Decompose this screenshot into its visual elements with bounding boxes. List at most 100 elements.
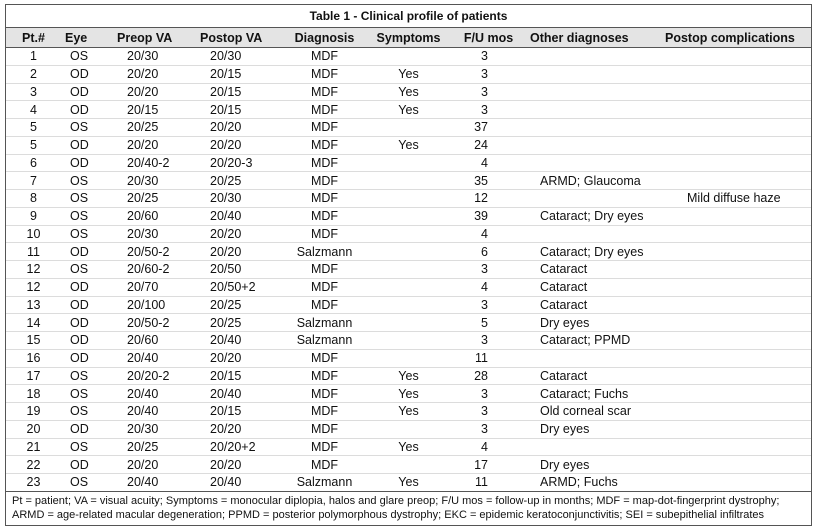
table-cell: 20/40 — [113, 349, 196, 368]
table-cell: Salzmann — [283, 331, 366, 350]
table-cell: 3 — [451, 47, 526, 66]
table-cell: 20/40 — [113, 384, 196, 403]
table-cell: 20/15 — [196, 65, 283, 84]
column-header: Diagnosis — [283, 28, 366, 48]
column-header: Symptoms — [366, 28, 451, 48]
table-cell: Dry eyes — [526, 455, 661, 474]
table-cell: 17 — [451, 455, 526, 474]
table-cell: OS — [61, 47, 113, 66]
table-cell — [366, 47, 451, 66]
table-cell: 20/20 — [113, 83, 196, 102]
table-cell — [661, 171, 811, 190]
table-cell: 3 — [451, 65, 526, 84]
table-cell: 15 — [6, 331, 61, 350]
table-cell — [661, 438, 811, 457]
table-cell: Cataract; Fuchs — [526, 384, 661, 403]
table-cell — [366, 278, 451, 297]
table-cell: 35 — [451, 171, 526, 190]
table-cell: 20/25 — [113, 118, 196, 137]
table-cell — [366, 225, 451, 244]
table-cell: Dry eyes — [526, 420, 661, 439]
table-cell: 20/60 — [113, 207, 196, 226]
table-cell: OD — [61, 331, 113, 350]
table-cell — [366, 242, 451, 261]
table-cell: OD — [61, 136, 113, 155]
table-cell: 22 — [6, 455, 61, 474]
table-cell: 4 — [451, 225, 526, 244]
table-cell: 12 — [6, 278, 61, 297]
table-cell — [661, 83, 811, 102]
table-cell — [526, 83, 661, 102]
table-cell: 39 — [451, 207, 526, 226]
table-cell: 23 — [6, 473, 61, 492]
table-cell — [366, 154, 451, 173]
table-cell — [366, 420, 451, 439]
table-row: 16 OD 20/40 20/20 MDF 11 — [6, 349, 811, 368]
table-cell: 11 — [451, 473, 526, 492]
column-header: Postop VA — [196, 28, 283, 48]
table-cell: MDF — [283, 47, 366, 66]
table-cell: 1 — [6, 47, 61, 66]
table-cell: 13 — [6, 296, 61, 315]
table-cell — [526, 47, 661, 66]
table-cell: 20/20 — [196, 420, 283, 439]
table-cell: OD — [61, 420, 113, 439]
table-cell: 20/30 — [113, 225, 196, 244]
table-cell: MDF — [283, 118, 366, 137]
table-cell: 20/60 — [113, 331, 196, 350]
table-cell: MDF — [283, 260, 366, 279]
table-cell: Dry eyes — [526, 313, 661, 332]
table-cell — [661, 225, 811, 244]
table-cell: ARMD; Fuchs — [526, 473, 661, 492]
table-row: 21 OS 20/25 20/20+2 MDF Yes 4 — [6, 438, 811, 457]
table-row: 9 OS 20/60 20/40 MDF 39 Cataract; Dry eyes — [6, 207, 811, 226]
table-cell: 20/40 — [196, 331, 283, 350]
table-cell: 3 — [451, 83, 526, 102]
table-cell: OD — [61, 313, 113, 332]
table-cell: MDF — [283, 420, 366, 439]
table-cell: 20/30 — [196, 47, 283, 66]
table-row: 7 OS 20/30 20/25 MDF 35 ARMD; Glaucoma — [6, 171, 811, 190]
table-cell — [526, 154, 661, 173]
table-cell: OD — [61, 154, 113, 173]
table-cell: OS — [61, 207, 113, 226]
table-cell: Yes — [366, 65, 451, 84]
table-cell: 20/20-2 — [113, 367, 196, 386]
table-cell — [661, 313, 811, 332]
table-cell — [366, 171, 451, 190]
table-cell: 28 — [451, 367, 526, 386]
table-cell: 20/40 — [113, 402, 196, 421]
table-cell: Old corneal scar — [526, 402, 661, 421]
table-row: 11 OD 20/50-2 20/20 Salzmann 6 Cataract; Dry e… — [6, 242, 811, 261]
table-cell — [661, 118, 811, 137]
table-cell: 2 — [6, 65, 61, 84]
table-cell: Cataract — [526, 367, 661, 386]
table-cell: 12 — [6, 260, 61, 279]
table-cell: 20/15 — [196, 83, 283, 102]
table-cell — [661, 136, 811, 155]
table-cell: Yes — [366, 367, 451, 386]
table-cell — [526, 65, 661, 84]
table-title: Table 1 - Clinical profile of patients — [6, 5, 811, 28]
table-cell: OS — [61, 367, 113, 386]
table-cell: Salzmann — [283, 313, 366, 332]
table-cell: MDF — [283, 349, 366, 368]
table-cell — [661, 100, 811, 119]
table-cell: 20/50-2 — [113, 242, 196, 261]
table-cell: OS — [61, 384, 113, 403]
table-cell: MDF — [283, 207, 366, 226]
table-cell: 4 — [6, 100, 61, 119]
table-cell: OD — [61, 100, 113, 119]
table-body: 1 OS 20/30 20/30 MDF 3 2 OD 20/20 20/15 MDF Yes 3 3 OD… — [6, 47, 811, 492]
table-cell — [661, 207, 811, 226]
table-row: 20 OD 20/30 20/20 MDF 3 Dry eyes — [6, 420, 811, 439]
table-row: 5 OD 20/20 20/20 MDF Yes 24 — [6, 136, 811, 155]
table-cell: OS — [61, 473, 113, 492]
table-row: 10 OS 20/30 20/20 MDF 4 — [6, 225, 811, 244]
table-cell: 20/30 — [196, 189, 283, 208]
table-cell: MDF — [283, 154, 366, 173]
table-row: 2 OD 20/20 20/15 MDF Yes 3 — [6, 65, 811, 84]
table-cell: 12 — [451, 189, 526, 208]
table-row: 22 OD 20/20 20/20 MDF 17 Dry eyes — [6, 455, 811, 474]
table-cell — [526, 349, 661, 368]
